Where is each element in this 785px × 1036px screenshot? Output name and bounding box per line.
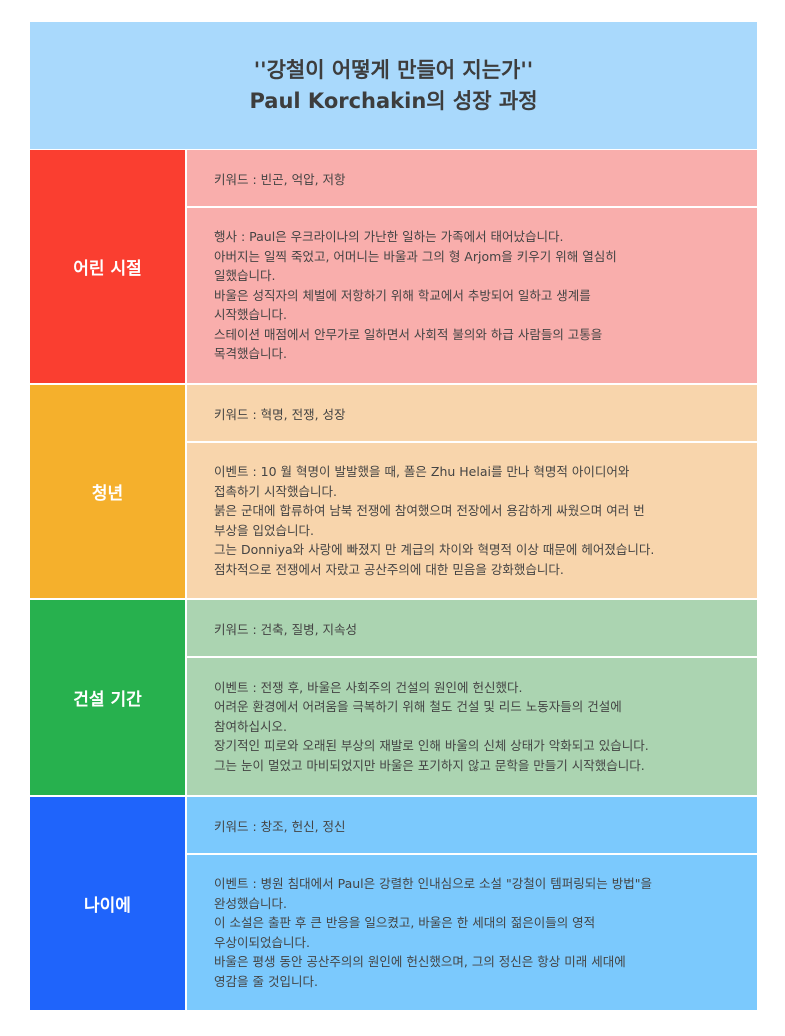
event-line: 아버지는 일찍 죽었고, 어머니는 바울과 그의 형 Arjom을 키우기 위해…: [214, 248, 617, 264]
event-line: 점차적으로 전쟁에서 자랐고 공산주의에 대한 믿음을 강화했습니다.: [214, 561, 564, 577]
stage-events: 행사 : Paul은 우크라이나의 가난한 일하는 가족에서 태어났습니다. 아버…: [187, 208, 757, 383]
event-line: 이벤트 : 10 월 혁명이 발발했을 때, 폴은 Zhu Helai를 만나 …: [214, 464, 630, 479]
timeline-diagram: ''강철이 어떻게 만들어 지는가'' Paul Korchakin의 성장 과…: [30, 22, 757, 1012]
stage-keywords: 키워드 : 빈곤, 억압, 저항: [187, 150, 757, 208]
event-line: 어려운 환경에서 어려움을 극복하기 위해 철도 건설 및 리드 노동자들의 건…: [214, 699, 622, 715]
stage-content: 키워드 : 혁명, 전쟁, 성장 이벤트 : 10 월 혁명이 발발했을 때, …: [187, 385, 757, 598]
event-line: 그는 Donniya와 사랑에 빠졌지 만 계급의 차이와 혁명적 이상 때문에…: [214, 542, 655, 557]
stage-label: 청년: [30, 385, 187, 598]
event-line: 일했습니다.: [214, 268, 276, 284]
event-line: 바울은 성직자의 체벌에 저항하기 위해 학교에서 추방되어 일하고 생계를: [214, 287, 591, 303]
stage-events: 이벤트 : 10 월 혁명이 발발했을 때, 폴은 Zhu Helai를 만나 …: [187, 443, 757, 598]
stage-row: 건설 기간 키워드 : 건축, 질병, 지속성 이벤트 : 전쟁 후, 바울은 …: [30, 600, 757, 797]
event-line: 바울은 평생 동안 공산주의의 원인에 헌신했으며, 그의 정신은 항상 미래 …: [214, 954, 626, 969]
stage-content: 키워드 : 빈곤, 억압, 저항 행사 : Paul은 우크라이나의 가난한 일…: [187, 150, 757, 383]
event-line: 스테이션 매점에서 안무가로 일하면서 사회적 불의와 하급 사람들의 고통을: [214, 326, 603, 342]
stage-content: 키워드 : 건축, 질병, 지속성 이벤트 : 전쟁 후, 바울은 사회주의 건…: [187, 600, 757, 795]
event-line: 그는 눈이 멀었고 마비되었지만 바울은 포기하지 않고 문학을 만들기 시작했…: [214, 757, 645, 773]
event-line: 참여하십시오.: [214, 718, 287, 734]
event-line: 이 소설은 출판 후 큰 반응을 일으켰고, 바울은 한 세대의 젊은이들의 영…: [214, 915, 596, 930]
event-line: 장기적인 피로와 오래된 부상의 재발로 인해 바울의 신체 상태가 악화되고 …: [214, 738, 649, 754]
event-line: 영감을 줄 것입니다.: [214, 973, 318, 989]
event-line: 이벤트 : 병원 침대에서 Paul은 강렬한 인내심으로 소설 "강철이 템퍼…: [214, 876, 652, 891]
stage-row: 청년 키워드 : 혁명, 전쟁, 성장 이벤트 : 10 월 혁명이 발발했을 …: [30, 385, 757, 600]
event-line: 부상을 입었습니다.: [214, 522, 314, 538]
stage-content: 키워드 : 창조, 헌신, 정신 이벤트 : 병원 침대에서 Paul은 강렬한…: [187, 797, 757, 1010]
stage-keywords: 키워드 : 건축, 질병, 지속성: [187, 600, 757, 658]
event-line: 우상이되었습니다.: [214, 934, 310, 950]
stage-keywords: 키워드 : 창조, 헌신, 정신: [187, 797, 757, 855]
event-line: 붉은 군대에 합류하여 남북 전쟁에 참여했으며 전장에서 용감하게 싸웠으며 …: [214, 503, 645, 518]
stage-row: 어린 시절 키워드 : 빈곤, 억압, 저항 행사 : Paul은 우크라이나의…: [30, 150, 757, 385]
stage-keywords: 키워드 : 혁명, 전쟁, 성장: [187, 385, 757, 443]
title-line-2: Paul Korchakin의 성장 과정: [249, 88, 538, 113]
event-line: 행사 : Paul은 우크라이나의 가난한 일하는 가족에서 태어났습니다.: [214, 229, 564, 245]
stage-events: 이벤트 : 병원 침대에서 Paul은 강렬한 인내심으로 소설 "강철이 템퍼…: [187, 855, 757, 1010]
title-line-1: ''강철이 어떻게 만들어 지는가'': [253, 57, 534, 82]
stage-label: 나이에: [30, 797, 187, 1010]
event-line: 목격했습니다.: [214, 346, 287, 362]
stage-row: 나이에 키워드 : 창조, 헌신, 정신 이벤트 : 병원 침대에서 Paul은…: [30, 797, 757, 1012]
event-line: 완성했습니다.: [214, 895, 287, 911]
event-line: 시작했습니다.: [214, 307, 287, 323]
stage-label: 어린 시절: [30, 150, 187, 383]
event-line: 접촉하기 시작했습니다.: [214, 483, 337, 499]
diagram-header: ''강철이 어떻게 만들어 지는가'' Paul Korchakin의 성장 과…: [30, 22, 757, 150]
stage-events: 이벤트 : 전쟁 후, 바울은 사회주의 건설의 원인에 헌신했다. 어려운 환경…: [187, 658, 757, 795]
stage-label: 건설 기간: [30, 600, 187, 795]
event-line: 이벤트 : 전쟁 후, 바울은 사회주의 건설의 원인에 헌신했다.: [214, 679, 523, 695]
